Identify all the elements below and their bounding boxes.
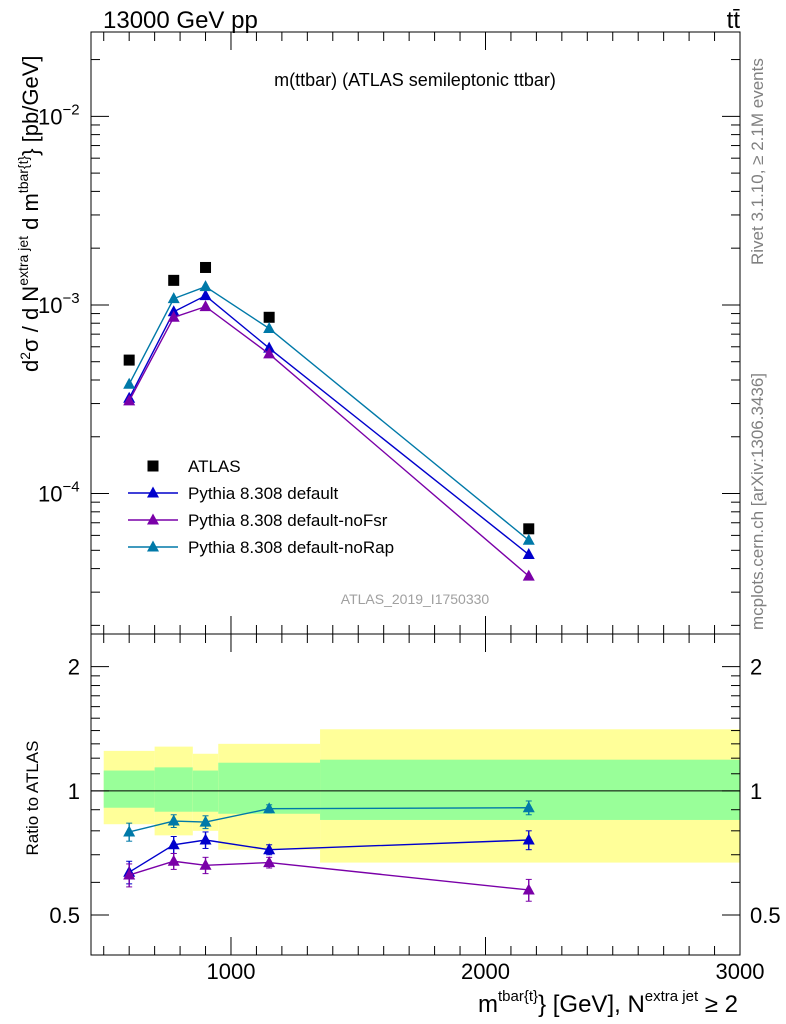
ratio-panel: 2 2 1 1 0.5 0.5 1000 2000 3000 Ratio to ATLAS mt… — [23, 633, 781, 1018]
legend: ATLAS Pythia 8.308 default Pythia 8.308 de… — [128, 457, 394, 557]
ratio-uncertainty-bands — [103, 729, 740, 863]
data-point — [167, 310, 180, 322]
legend-marker — [147, 460, 159, 472]
main-y-tick-label: 10−2 — [38, 101, 80, 129]
ratio-y-tick-label-right: 1 — [750, 779, 762, 804]
ratio-point — [167, 854, 180, 866]
x-tick-label: 3000 — [716, 959, 765, 984]
inner-uncertainty-band — [154, 767, 193, 812]
chart-title: m(ttbar) (ATLAS semileptonic ttbar) — [274, 70, 556, 90]
ratio-point — [199, 833, 212, 845]
legend-entry: Pythia 8.308 default-noRap — [128, 538, 394, 557]
main-y-tick-labels: 10−2 10−3 10−4 — [38, 101, 80, 506]
data-point — [123, 354, 135, 366]
series-line — [128, 305, 530, 577]
main-y-tick-label: 10−4 — [38, 479, 80, 507]
series-atlas — [123, 261, 535, 535]
ratio-y-tick-label: 2 — [68, 655, 80, 680]
main-y-axis-label: d2σ / d Nextra jet d mtbar{t}} [pb/GeV] — [15, 56, 43, 372]
rivet-label: Rivet 3.1.10, ≥ 2.1M events — [748, 58, 767, 265]
ratio-point — [263, 802, 276, 814]
ratio-series-pythia-8-308-default-nofsr — [123, 852, 535, 902]
main-series — [123, 261, 535, 581]
data-point — [522, 533, 535, 545]
ratio-point — [199, 858, 212, 870]
legend-label: Pythia 8.308 default-noRap — [188, 538, 394, 557]
ratio-point — [167, 814, 180, 826]
main-panel: m(ttbar) (ATLAS semileptonic ttbar) ATLA… — [15, 31, 741, 635]
main-axis-ticks — [91, 32, 741, 634]
ratio-point — [522, 883, 535, 895]
legend-label: Pythia 8.308 default — [188, 484, 339, 503]
data-point — [200, 261, 212, 273]
data-point — [199, 300, 212, 312]
legend-marker — [147, 486, 159, 498]
inner-uncertainty-band — [103, 770, 155, 808]
ratio-point — [167, 838, 180, 850]
header-right: tt̄ — [727, 7, 741, 34]
header-left: 13000 GeV pp — [103, 7, 258, 34]
ratio-y-tick-label: 1 — [68, 779, 80, 804]
legend-entry: Pythia 8.308 default — [128, 484, 339, 503]
ratio-point — [522, 833, 535, 845]
data-point — [199, 280, 212, 292]
x-tick-label: 2000 — [461, 959, 510, 984]
main-y-tick-label: 10−3 — [38, 290, 80, 318]
ratio-point — [123, 868, 136, 880]
ratio-line — [128, 860, 529, 891]
data-point — [123, 394, 136, 406]
x-tick-label: 1000 — [207, 959, 256, 984]
data-point — [522, 569, 535, 581]
data-point — [168, 274, 180, 286]
ratio-series-pythia-8-308-default — [123, 830, 535, 885]
data-point — [263, 311, 275, 323]
ratio-y-axis-label: Ratio to ATLAS — [23, 741, 42, 856]
data-point — [167, 292, 180, 304]
ratio-y-tick-label: 0.5 — [49, 903, 80, 928]
legend-entry: Pythia 8.308 default-noFsr — [128, 511, 388, 530]
ratio-frame — [90, 633, 741, 956]
ratio-point — [263, 856, 276, 868]
data-point — [123, 377, 136, 389]
legend-marker — [147, 513, 159, 525]
data-point — [167, 305, 180, 317]
ratio-point — [522, 801, 535, 813]
data-point — [523, 523, 535, 535]
series-pythia-8-308-default-norap — [123, 280, 535, 545]
legend-entry: ATLAS — [147, 457, 241, 476]
ratio-series — [123, 800, 535, 902]
ratio-y-tick-label-right: 2 — [750, 655, 762, 680]
legend-label: ATLAS — [188, 457, 241, 476]
ratio-tick-labels: 2 2 1 1 0.5 0.5 1000 2000 3000 — [49, 655, 780, 984]
legend-marker — [147, 540, 159, 552]
data-point — [263, 347, 276, 359]
data-point — [263, 341, 276, 353]
ratio-axis-ticks — [91, 634, 741, 956]
ratio-point — [123, 825, 136, 837]
data-point — [263, 322, 276, 334]
data-point — [522, 548, 535, 560]
data-point — [199, 289, 212, 301]
series-pythia-8-308-default-nofsr — [123, 300, 535, 581]
ratio-series-pythia-8-308-default-norap — [123, 800, 535, 842]
x-axis-label: mtbar{t}} [GeV], Nextra jet ≥ 2 — [478, 988, 738, 1018]
ratio-point — [199, 815, 212, 827]
legend-label: Pythia 8.308 default-noFsr — [188, 511, 388, 530]
source-label: mcplots.cern.ch [arXiv:1306.3436] — [748, 373, 767, 630]
ratio-point — [263, 843, 276, 855]
ratio-y-tick-label-right: 0.5 — [750, 903, 781, 928]
analysis-watermark: ATLAS_2019_I1750330 — [341, 591, 490, 607]
